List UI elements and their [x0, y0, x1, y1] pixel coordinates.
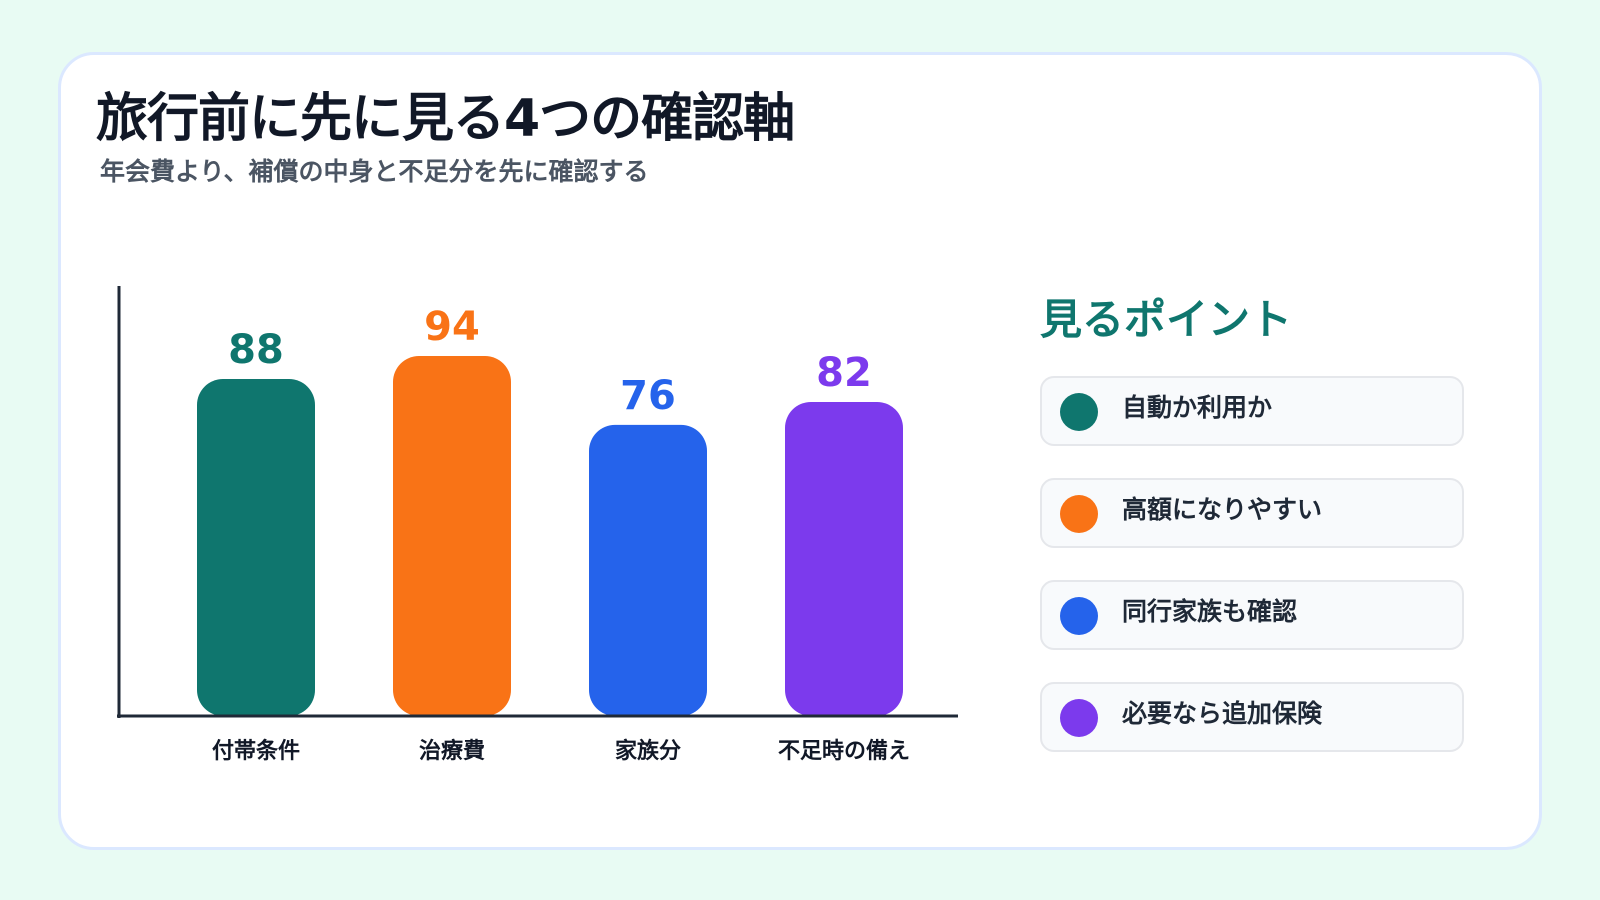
- legend-item-1: 自動か利用か: [1040, 376, 1464, 446]
- legend-label-3: 同行家族も確認: [1122, 597, 1298, 626]
- legend-item-3: 同行家族も確認: [1040, 580, 1464, 650]
- legend-dot-2: [1060, 495, 1098, 533]
- bar-3: [589, 424, 707, 716]
- legend-item-2: 高額になりやすい: [1040, 478, 1464, 548]
- legend-title: 見るポイント: [1040, 295, 1293, 344]
- legend-dot-3: [1060, 597, 1098, 635]
- category-label-4: 不足時の備え: [778, 738, 910, 764]
- legend-label-4: 必要なら追加保険: [1122, 699, 1323, 728]
- page-title: 旅行前に先に見る4つの確認軸: [96, 89, 795, 149]
- bar-value-label-4: 82: [816, 350, 872, 396]
- category-label-1: 付帯条件: [212, 738, 300, 764]
- bar-2: [393, 355, 511, 716]
- bar-chart: 88 付帯条件 94 治療費 76 家族分 82 不足時の備え: [117, 286, 958, 764]
- bar-1: [197, 378, 315, 716]
- legend-label-1: 自動か利用か: [1122, 393, 1273, 422]
- legend-label-2: 高額になりやすい: [1122, 495, 1323, 524]
- legend-item-4: 必要なら追加保険: [1040, 682, 1464, 752]
- legend-dot-4: [1060, 699, 1098, 737]
- bar-value-label-1: 88: [228, 327, 284, 373]
- bar-4: [785, 401, 903, 716]
- bar-value-label-3: 76: [620, 373, 676, 419]
- page-subtitle: 年会費より、補償の中身と不足分を先に確認する: [100, 157, 649, 186]
- bar-value-label-2: 94: [424, 304, 480, 350]
- category-label-3: 家族分: [615, 738, 681, 764]
- legend-dot-1: [1060, 393, 1098, 431]
- category-label-2: 治療費: [419, 738, 485, 764]
